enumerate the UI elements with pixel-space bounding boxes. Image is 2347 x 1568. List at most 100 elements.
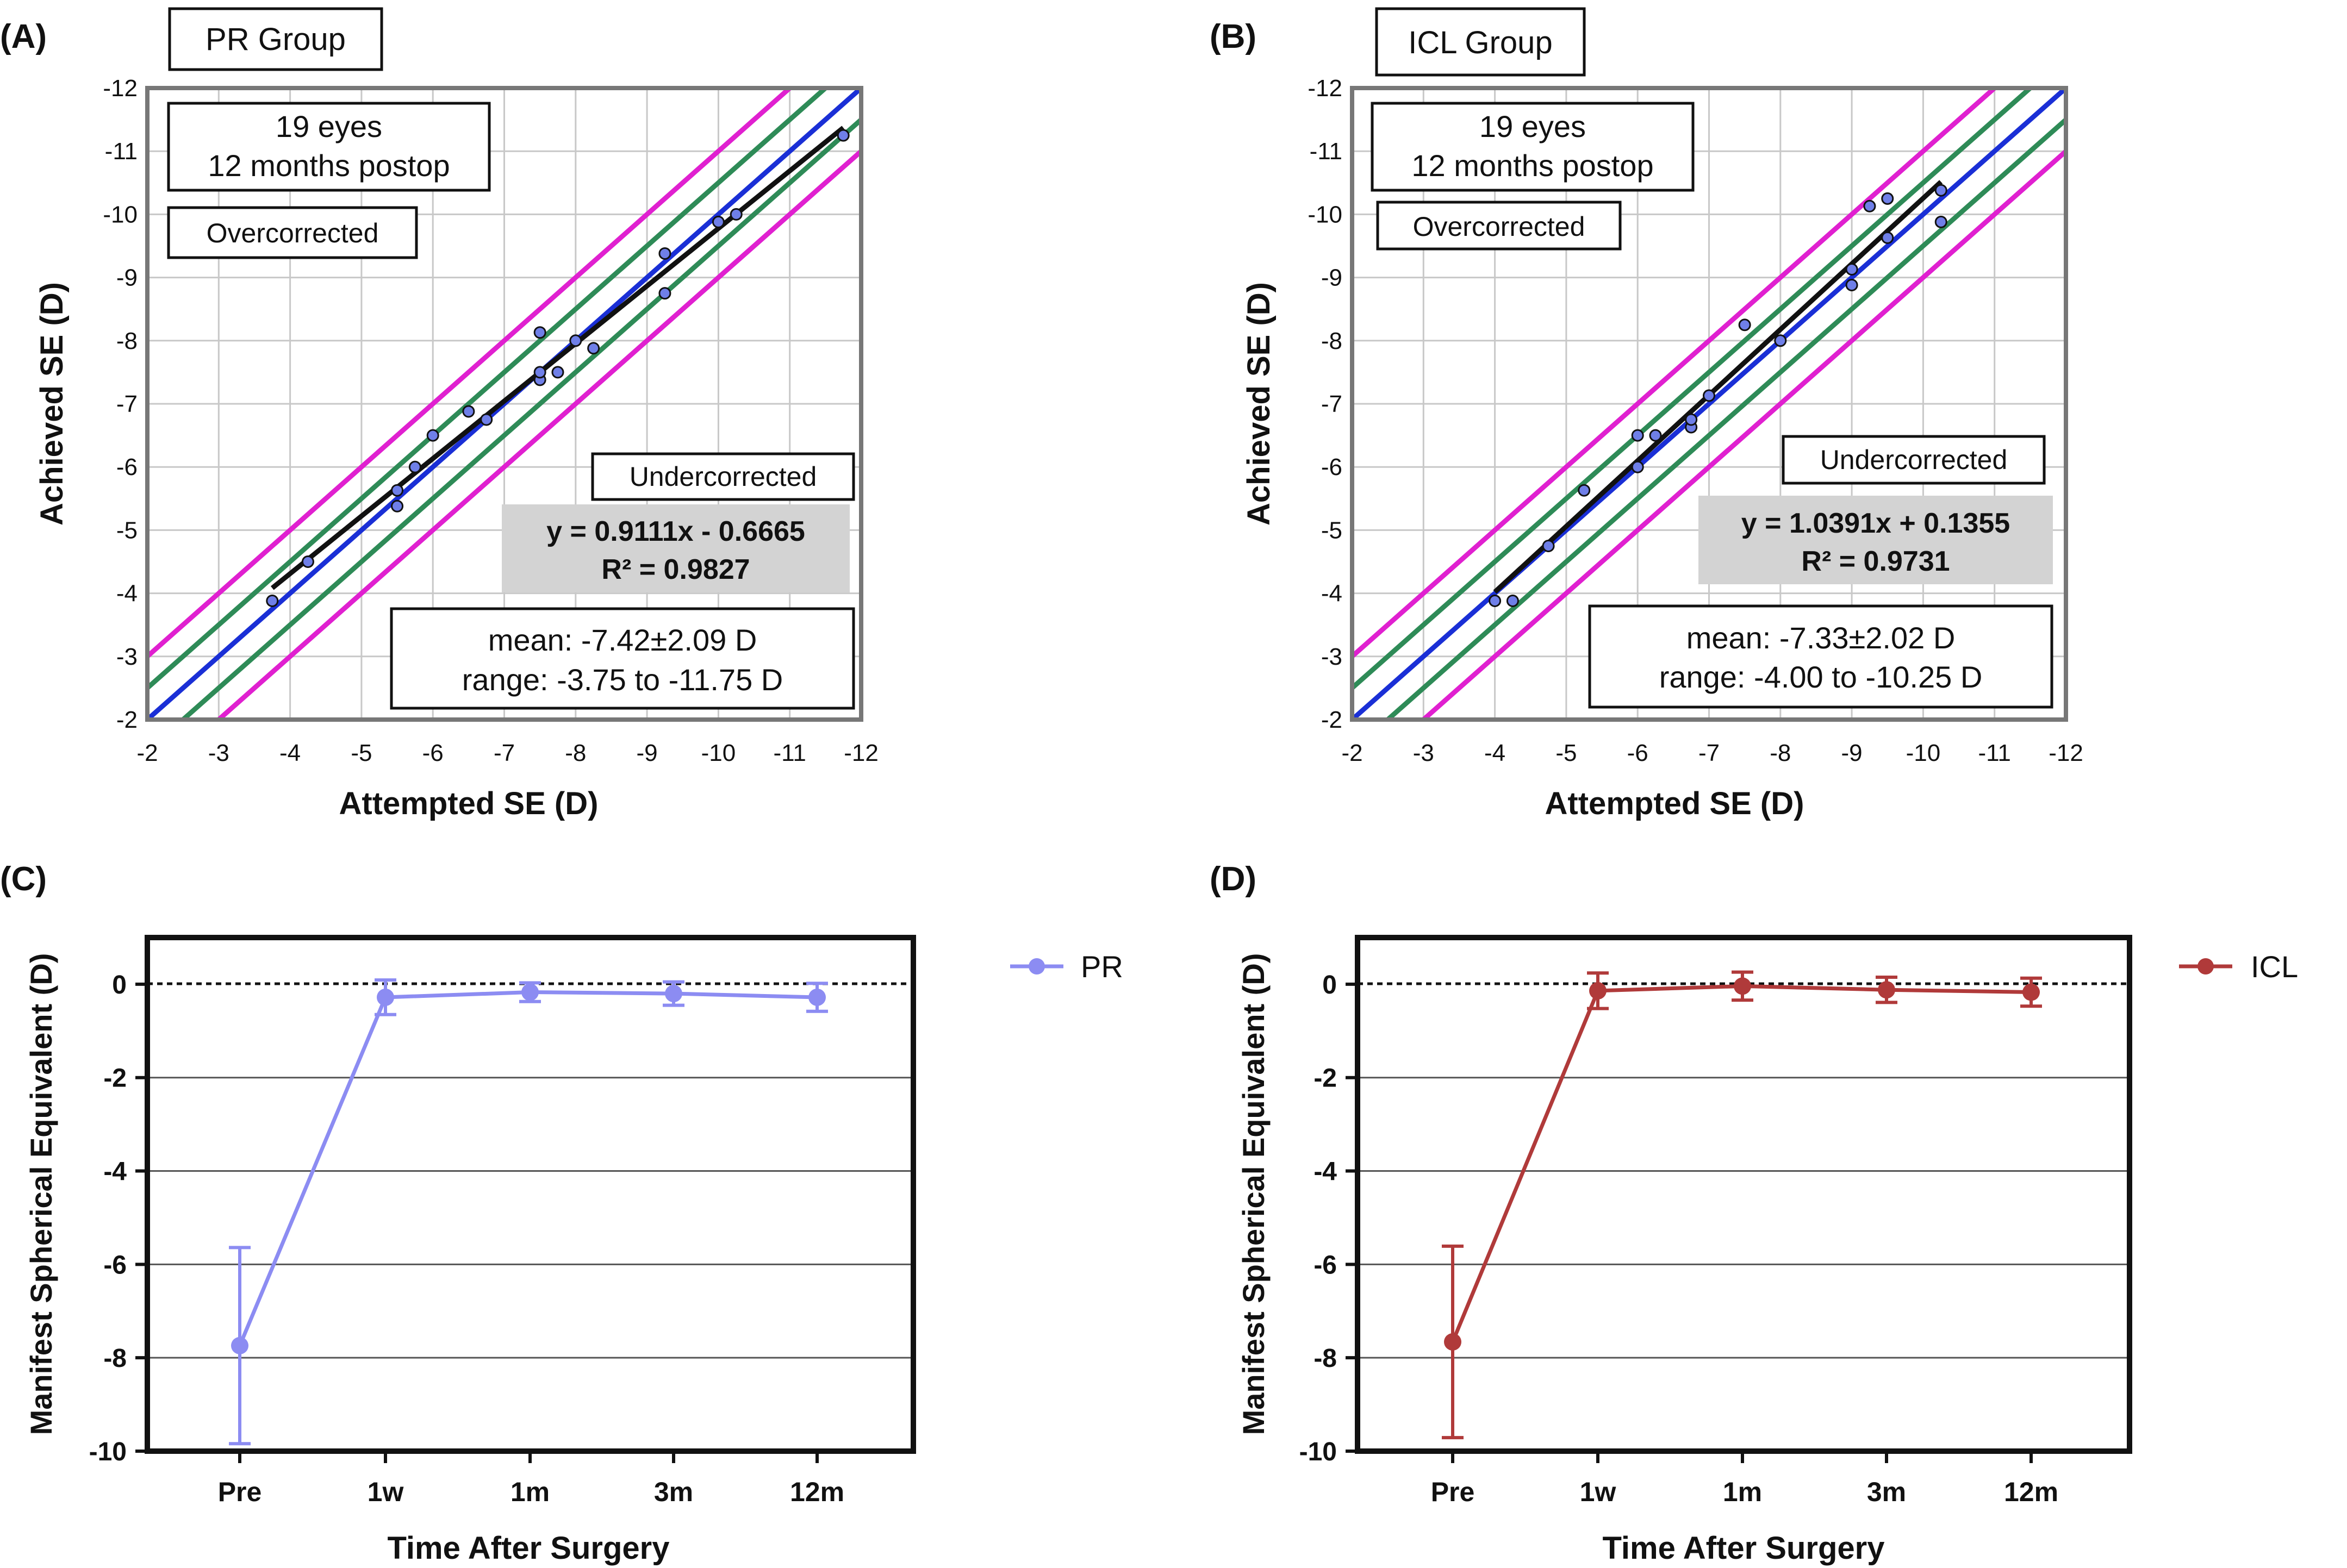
fit-line <box>270 126 845 590</box>
plot-frame <box>1350 86 2068 722</box>
stats-mean: mean: -7.42±2.09 D <box>488 623 757 657</box>
x-axis-label: Attempted SE (D) <box>339 786 599 821</box>
data-point <box>587 342 600 355</box>
data-point <box>1685 413 1698 426</box>
data-point <box>658 287 671 300</box>
data-points <box>266 129 850 608</box>
legend: ICL <box>2179 949 2298 984</box>
r-squared: R² = 0.9827 <box>601 554 750 585</box>
y-tick-label: -2 <box>1321 707 1342 733</box>
x-tick-label: -2 <box>136 740 158 766</box>
x-tick-labels: -2 -3 -4 -5 -6 -7 -8 -9 -10 -11 -12 <box>1341 740 2083 766</box>
data-point <box>1863 199 1876 213</box>
panel-label: (B) <box>1210 18 1256 55</box>
undercorrected-box <box>1782 435 2046 485</box>
data-point <box>231 1336 248 1354</box>
plot-frame <box>145 86 863 722</box>
reference-line <box>1352 88 1999 660</box>
gridlines <box>1358 1077 2130 1359</box>
data-point <box>665 985 682 1003</box>
reference-line <box>215 148 861 720</box>
data-point <box>551 366 564 379</box>
data-point <box>1881 192 1894 205</box>
equation-box <box>502 504 850 592</box>
y-tick-label: -4 <box>1321 580 1342 607</box>
x-tick-label: -8 <box>565 740 586 766</box>
info-box <box>1371 102 1695 192</box>
y-axis-label: Manifest Spherical Equivalent (D) <box>24 953 58 1435</box>
undercorrected-label: Undercorrected <box>1820 445 2008 475</box>
data-point <box>1738 318 1751 332</box>
data-point <box>266 595 279 608</box>
series-line <box>1450 984 2032 1343</box>
x-tick-label: -8 <box>1770 740 1791 766</box>
legend-marker <box>1029 958 1045 974</box>
x-tick-label: -2 <box>1341 740 1362 766</box>
plot-frame <box>1355 935 2132 1454</box>
x-axis-label: Time After Surgery <box>388 1530 670 1566</box>
data-point <box>569 334 582 347</box>
y-tick-label: -6 <box>103 1251 127 1279</box>
group-label: ICL Group <box>1408 25 1552 60</box>
data-point <box>1578 484 1591 497</box>
panel-label: (D) <box>1210 860 1256 898</box>
y-tick-label: -4 <box>1313 1158 1337 1186</box>
x-tick-label: 12m <box>2004 1477 2058 1507</box>
x-tick-label: -9 <box>637 740 658 766</box>
legend-marker <box>2197 958 2214 974</box>
data-point <box>521 983 539 1001</box>
y-tick-label: -4 <box>103 1158 127 1186</box>
data-point <box>1506 595 1519 608</box>
overcorrected-label: Overcorrected <box>1413 211 1585 242</box>
y-tick-label: -9 <box>116 265 138 291</box>
y-tick-label: -8 <box>1313 1344 1337 1373</box>
y-tick-labels: -2 -3 -4 -5 -6 -7 -8 -9 -10 -11 -12 <box>1308 75 1342 733</box>
series-icl <box>1442 970 2042 1440</box>
info-line-1: 19 eyes <box>1479 109 1586 143</box>
overcorrected-label: Overcorrected <box>207 218 379 248</box>
data-point <box>1542 539 1555 552</box>
reference-line <box>1384 116 2066 720</box>
y-tick-label: -3 <box>116 644 138 670</box>
stats-box <box>1588 604 2053 709</box>
x-tick-label: -7 <box>1698 740 1720 766</box>
data-point <box>426 429 439 442</box>
x-tick-labels: Pre 1w 1m 3m 12m <box>218 1451 844 1507</box>
y-tick-label: -2 <box>103 1064 127 1093</box>
y-tick-label: -4 <box>116 580 138 607</box>
x-tick-label: 1w <box>1580 1477 1616 1507</box>
legend: PR <box>1010 949 1123 984</box>
y-tick-label: -5 <box>116 517 138 544</box>
data-point <box>837 129 850 142</box>
x-tick-label: 12m <box>790 1477 844 1507</box>
x-tick-label: -11 <box>774 740 806 766</box>
undercorrected-label: Undercorrected <box>630 461 817 492</box>
y-tick-labels: 0 -2 -4 -6 -8 -10 <box>1299 971 1358 1466</box>
overcorrected-box <box>1376 201 1622 251</box>
panel-b: (B) ICL Group -2 -3 -4 -5 -6 -7 -8 -9 -10 -11 -12 … <box>1210 7 2083 821</box>
data-point <box>533 366 546 379</box>
y-tick-label: -11 <box>1310 138 1342 165</box>
reference-line <box>179 116 861 720</box>
data-point <box>533 326 546 339</box>
data-point <box>391 484 404 497</box>
stats-range: range: -4.00 to -10.25 D <box>1659 660 1983 694</box>
y-tick-label: 0 <box>1322 971 1337 999</box>
data-point <box>1649 429 1662 442</box>
y-tick-label: -7 <box>1321 391 1342 417</box>
x-tick-label: -10 <box>1906 740 1941 766</box>
y-tick-label: -8 <box>103 1344 127 1373</box>
x-tick-label: 1w <box>368 1477 404 1507</box>
x-axis-label: Attempted SE (D) <box>1545 786 1804 821</box>
x-tick-label: -10 <box>701 740 736 766</box>
equation-box <box>1698 496 2053 584</box>
y-tick-label: -12 <box>103 75 138 102</box>
series-line <box>238 990 818 1347</box>
y-tick-label: -6 <box>116 454 138 480</box>
legend-label: PR <box>1081 949 1123 984</box>
data-point <box>1703 389 1715 402</box>
panel-c: (C) 0 -2 -4 -6 -8 -10 Pre 1w 1m 3m 12m Time After… <box>0 860 1123 1566</box>
info-box <box>167 102 491 192</box>
x-tick-labels: -2 -3 -4 -5 -6 -7 -8 -9 -10 -11 -12 <box>136 740 878 766</box>
